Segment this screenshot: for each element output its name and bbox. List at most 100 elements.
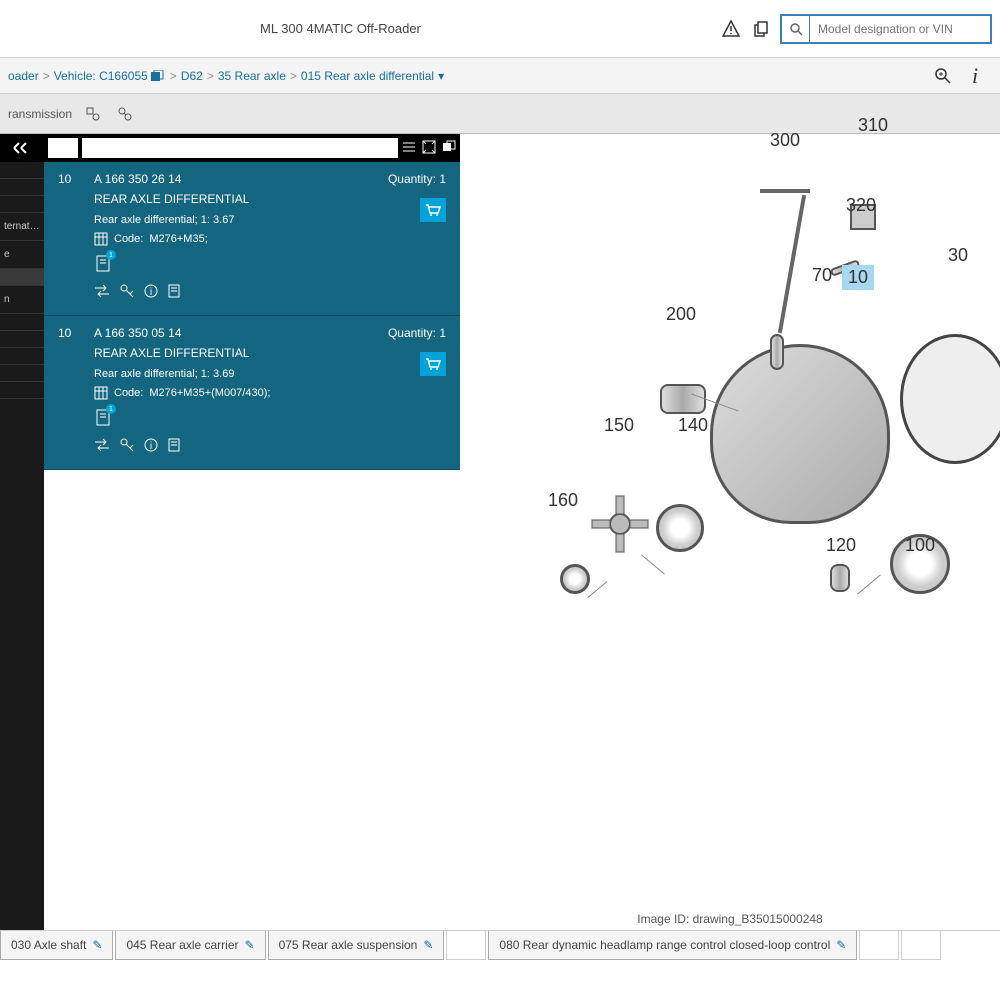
footer-tab[interactable]: 030 Axle shaft✎ <box>0 931 113 960</box>
svg-text:i: i <box>150 441 152 452</box>
sidebar-item[interactable]: e <box>0 241 44 269</box>
header: ML 300 4MATIC Off-Roader <box>0 0 1000 58</box>
crumb-0[interactable]: oader <box>8 69 39 83</box>
part-desc: Rear axle differential; 1: 3.69 <box>94 368 446 380</box>
parts-panel: 10 A 166 350 26 14 REAR AXLE DIFFERENTIA… <box>44 134 460 930</box>
page-icon[interactable] <box>168 438 180 455</box>
sidebar-item[interactable] <box>0 196 44 213</box>
search-icon[interactable] <box>782 16 810 42</box>
gasket-shape <box>900 334 1000 464</box>
callout-310[interactable]: 310 <box>858 115 888 136</box>
part-actions: i <box>94 284 446 301</box>
footer-spacer <box>901 931 941 960</box>
crumb-3[interactable]: 35 Rear axle <box>218 69 286 83</box>
part-actions: i <box>94 438 446 455</box>
panel-pos-input[interactable] <box>48 138 78 158</box>
key-icon[interactable] <box>120 438 134 455</box>
add-to-cart-button[interactable] <box>420 198 446 222</box>
footer-tab[interactable]: 080 Rear dynamic headlamp range control … <box>488 931 857 960</box>
callout-120[interactable]: 120 <box>826 535 856 556</box>
sidebar-item[interactable] <box>0 162 44 179</box>
warning-icon[interactable] <box>720 18 742 40</box>
footer-tab[interactable]: 045 Rear axle carrier✎ <box>115 931 265 960</box>
part-name: REAR AXLE DIFFERENTIAL <box>94 346 446 360</box>
sidebar-item[interactable] <box>0 348 44 365</box>
part-120-shape <box>830 564 850 592</box>
callout-150[interactable]: 150 <box>604 415 634 436</box>
list-icon[interactable] <box>402 140 416 157</box>
sidebar-item[interactable] <box>0 382 44 399</box>
footer-tabs: 030 Axle shaft✎ 045 Rear axle carrier✎ 0… <box>0 930 1000 960</box>
part-name: REAR AXLE DIFFERENTIAL <box>94 192 446 206</box>
breadcrumb: oader> Vehicle: C166055 > D62> 35 Rear a… <box>0 58 1000 94</box>
panel-controls <box>402 140 456 157</box>
rod-300-shape <box>778 195 806 334</box>
info-circle-icon[interactable]: i <box>144 438 158 455</box>
page-icon[interactable] <box>168 284 180 301</box>
part-code-row: Code: M276+M35+(M007/430); <box>94 386 446 400</box>
footer-spacer <box>446 931 486 960</box>
expand-icon[interactable] <box>422 140 436 157</box>
rod-300b-shape <box>760 189 810 193</box>
footer-spacer <box>859 931 899 960</box>
crumb-1[interactable]: Vehicle: C166055 <box>54 69 148 83</box>
callout-200[interactable]: 200 <box>666 304 696 325</box>
swap-icon[interactable] <box>94 438 110 455</box>
callout-30[interactable]: 30 <box>948 245 968 266</box>
sidebar-item[interactable] <box>0 331 44 348</box>
sidebar-item[interactable] <box>0 179 44 196</box>
sidebar-item[interactable]: n <box>0 286 44 314</box>
part-card[interactable]: 10 A 166 350 26 14 REAR AXLE DIFFERENTIA… <box>44 162 460 316</box>
part-qty: Quantity: 1 <box>388 172 446 186</box>
sidebar-item[interactable] <box>0 269 44 286</box>
callout-140[interactable]: 140 <box>678 415 708 436</box>
part-qty: Quantity: 1 <box>388 326 446 340</box>
header-actions <box>720 14 992 44</box>
panel-search-input[interactable] <box>82 138 398 158</box>
edit-icon: ✎ <box>245 938 255 952</box>
part-pos: 10 <box>58 172 71 186</box>
callout-100[interactable]: 100 <box>905 535 935 556</box>
footer-tab[interactable]: 075 Rear axle suspension✎ <box>268 931 445 960</box>
sidebar-item[interactable] <box>0 365 44 382</box>
add-to-cart-button[interactable] <box>420 352 446 376</box>
main: ternator... e n 10 A 166 350 26 14 REAR … <box>0 134 1000 930</box>
sidebar-item[interactable]: ternator... <box>0 213 44 241</box>
key-icon[interactable] <box>120 284 134 301</box>
subheader-label: ransmission <box>8 107 72 121</box>
document-icon[interactable]: 1 <box>94 408 112 426</box>
callout-70[interactable]: 70 <box>812 265 832 286</box>
sidebar-item[interactable] <box>0 314 44 331</box>
copy-icon[interactable] <box>750 18 772 40</box>
sidebar-collapse[interactable] <box>0 134 44 162</box>
callout-300[interactable]: 300 <box>770 130 800 151</box>
part-pos: 10 <box>58 326 71 340</box>
svg-text:i: i <box>150 287 152 298</box>
callout-160[interactable]: 160 <box>548 490 578 511</box>
crumb-4[interactable]: 015 Rear axle differential <box>301 69 434 83</box>
subheader: ransmission <box>0 94 1000 134</box>
tool-icon-2[interactable] <box>114 103 136 125</box>
diagram[interactable]: Image ID: drawing_B35015000248 10 30 70 100… <box>460 134 1000 930</box>
zoom-icon[interactable] <box>932 65 954 87</box>
edit-icon: ✎ <box>836 938 846 952</box>
callout-10[interactable]: 10 <box>842 265 874 290</box>
seal-140-shape <box>656 504 704 552</box>
callout-320[interactable]: 320 <box>846 195 876 216</box>
info-icon[interactable]: i <box>964 65 986 87</box>
crumb-2[interactable]: D62 <box>181 69 203 83</box>
windows-icon[interactable] <box>442 140 456 157</box>
document-icon[interactable]: 1 <box>94 254 112 272</box>
search-input[interactable] <box>810 16 990 42</box>
part-card[interactable]: 10 A 166 350 05 14 REAR AXLE DIFFERENTIA… <box>44 316 460 470</box>
part-code-row: Code: M276+M35; <box>94 232 446 246</box>
swap-icon[interactable] <box>94 284 110 301</box>
tool-icon-1[interactable] <box>82 103 104 125</box>
info-circle-icon[interactable]: i <box>144 284 158 301</box>
part-desc: Rear axle differential; 1: 3.67 <box>94 214 446 226</box>
image-id: Image ID: drawing_B35015000248 <box>637 908 822 930</box>
sidebar: ternator... e n <box>0 134 44 930</box>
panel-header <box>44 134 460 162</box>
diff-housing-shape <box>710 344 890 524</box>
spider-150-shape <box>590 494 650 554</box>
